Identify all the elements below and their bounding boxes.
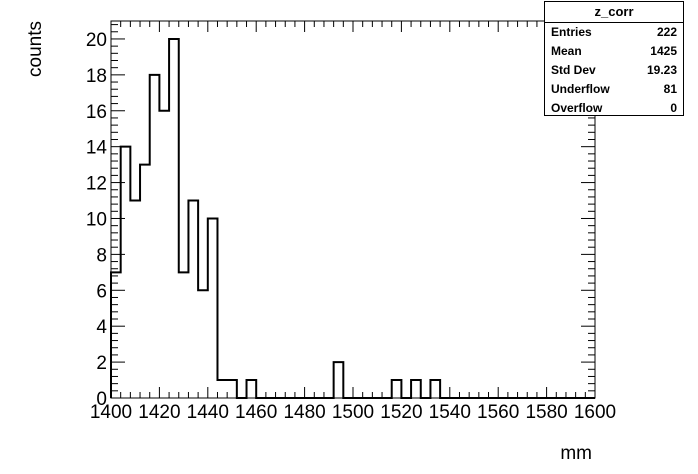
stats-label: Entries (551, 25, 592, 39)
x-tick-label: 1520 (380, 402, 422, 423)
stats-value: 0 (670, 101, 677, 115)
y-tick-label: 4 (96, 317, 107, 338)
stats-row-underflow: Underflow 81 (545, 80, 683, 99)
y-tick-label: 12 (86, 174, 107, 195)
stats-value: 19.23 (646, 63, 677, 77)
x-tick-label: 1460 (235, 402, 277, 423)
stats-label: Overflow (551, 101, 603, 115)
x-axis-label: mm (560, 443, 592, 464)
stats-value: 1425 (650, 44, 677, 58)
x-tick-label: 1400 (90, 402, 132, 423)
x-tick-label: 1420 (138, 402, 180, 423)
y-tick-label: 2 (96, 353, 107, 374)
y-tick-label: 14 (86, 138, 108, 159)
stats-label: Underflow (551, 82, 610, 96)
x-tick-label: 1580 (525, 402, 567, 423)
axis-ticks (110, 21, 596, 399)
y-tick-label: 0 (96, 389, 107, 410)
x-tick-label: 1440 (187, 402, 229, 423)
x-tick-label: 1480 (283, 402, 325, 423)
histogram-outline (110, 37, 595, 399)
stats-row-mean: Mean 1425 (545, 42, 683, 61)
y-axis-label: counts (25, 21, 46, 77)
stats-value: 222 (656, 25, 677, 39)
x-tick-label: 1600 (574, 402, 616, 423)
stats-row-entries: Entries 222 (545, 23, 683, 42)
y-tick-label: 18 (86, 66, 107, 87)
stats-label: Mean (551, 44, 582, 58)
x-tick-label: 1540 (429, 402, 471, 423)
stats-value: 81 (663, 82, 677, 96)
y-tick-label: 6 (96, 281, 107, 302)
stats-row-stddev: Std Dev 19.23 (545, 61, 683, 80)
y-tick-label: 20 (86, 30, 107, 51)
stats-title: z_corr (545, 2, 683, 23)
tick-labels: 1400 1420 1440 1460 1480 1500 1520 1540 1560 1580… (86, 30, 616, 423)
stats-label: Std Dev (551, 63, 596, 77)
y-tick-label: 10 (86, 209, 107, 230)
x-tick-label: 1560 (477, 402, 519, 423)
x-tick-label: 1500 (332, 402, 374, 423)
stats-box: z_corr Entries 222 Mean 1425 Std Dev 19.… (544, 1, 684, 116)
stats-row-overflow: Overflow 0 (545, 99, 683, 118)
y-tick-label: 16 (86, 102, 107, 123)
y-tick-label: 8 (96, 245, 107, 266)
plot-frame (110, 20, 596, 399)
